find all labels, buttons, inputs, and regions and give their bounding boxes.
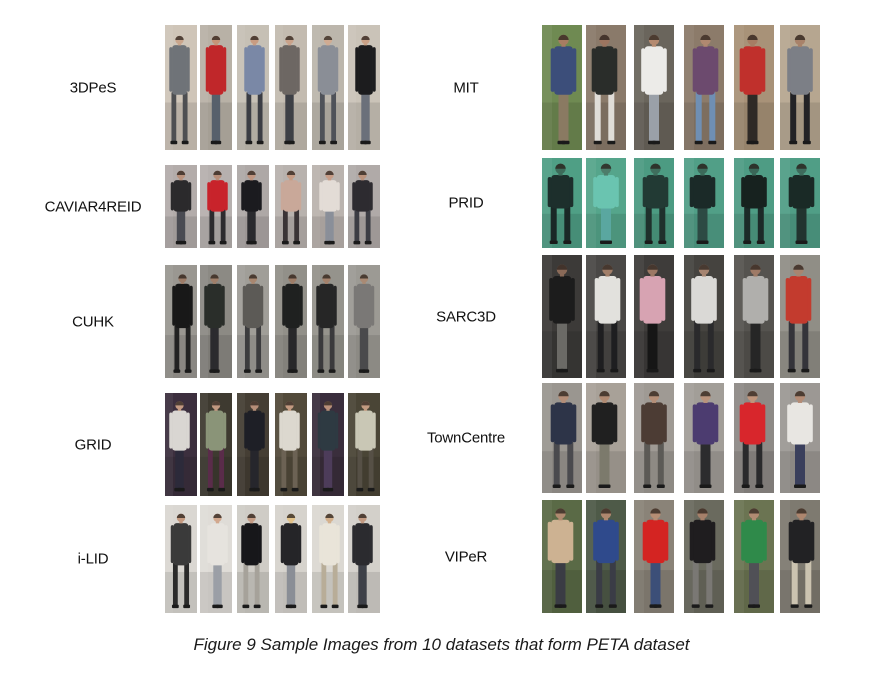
sample-image [734, 500, 774, 613]
sample-image [684, 500, 724, 613]
sample-image [634, 25, 674, 150]
sample-image [237, 165, 269, 248]
dataset-label: SARC3D [436, 308, 496, 325]
sample-image [542, 158, 582, 248]
sample-image [684, 158, 724, 248]
sample-image [542, 25, 582, 150]
sample-image [312, 25, 344, 150]
dataset-label: GRID [74, 436, 112, 453]
sample-image [734, 255, 774, 378]
sample-image [542, 383, 582, 493]
sample-image [275, 505, 307, 613]
dataset-label: MIT [453, 79, 479, 96]
sample-image [684, 255, 724, 378]
dataset-label: 3DPeS [69, 79, 117, 96]
sample-image [200, 265, 232, 378]
sample-image [312, 265, 344, 378]
sample-image [586, 158, 626, 248]
sample-image [634, 158, 674, 248]
sample-image [586, 25, 626, 150]
sample-image [275, 25, 307, 150]
sample-image [780, 158, 820, 248]
dataset-label: TownCentre [426, 429, 506, 447]
sample-image [348, 165, 380, 248]
dataset-label: CUHK [72, 313, 114, 330]
sample-image [780, 500, 820, 613]
sample-image [586, 500, 626, 613]
sample-image [780, 383, 820, 493]
sample-image [348, 505, 380, 613]
sample-image [586, 255, 626, 378]
sample-image [312, 393, 344, 496]
sample-image [634, 500, 674, 613]
sample-image [200, 505, 232, 613]
sample-image [348, 25, 380, 150]
sample-image [348, 393, 380, 496]
sample-image [200, 25, 232, 150]
sample-image [275, 165, 307, 248]
sample-image [684, 383, 724, 493]
sample-image [348, 265, 380, 378]
dataset-label: CAVIAR4REID [44, 198, 142, 215]
sample-image [165, 393, 197, 496]
sample-image [200, 393, 232, 496]
sample-image [165, 265, 197, 378]
sample-image [734, 383, 774, 493]
sample-image [312, 505, 344, 613]
sample-image [275, 393, 307, 496]
sample-image [780, 25, 820, 150]
sample-image [542, 255, 582, 378]
sample-image [780, 255, 820, 378]
sample-image [200, 165, 232, 248]
sample-image [237, 505, 269, 613]
sample-image [542, 500, 582, 613]
sample-image [312, 165, 344, 248]
sample-image [734, 25, 774, 150]
sample-image [237, 393, 269, 496]
sample-image [275, 265, 307, 378]
sample-image [586, 383, 626, 493]
figure-caption: Figure 9 Sample Images from 10 datasets … [193, 635, 690, 654]
dataset-label: PRID [448, 194, 484, 212]
dataset-label: VIPeR [444, 548, 488, 565]
sample-image [734, 158, 774, 248]
dataset-label: i-LID [77, 550, 109, 568]
sample-image [634, 255, 674, 378]
sample-image [237, 25, 269, 150]
sample-image [165, 505, 197, 613]
sample-image [237, 265, 269, 378]
sample-image [165, 165, 197, 248]
sample-image [165, 25, 197, 150]
sample-image [634, 383, 674, 493]
sample-image [684, 25, 724, 150]
